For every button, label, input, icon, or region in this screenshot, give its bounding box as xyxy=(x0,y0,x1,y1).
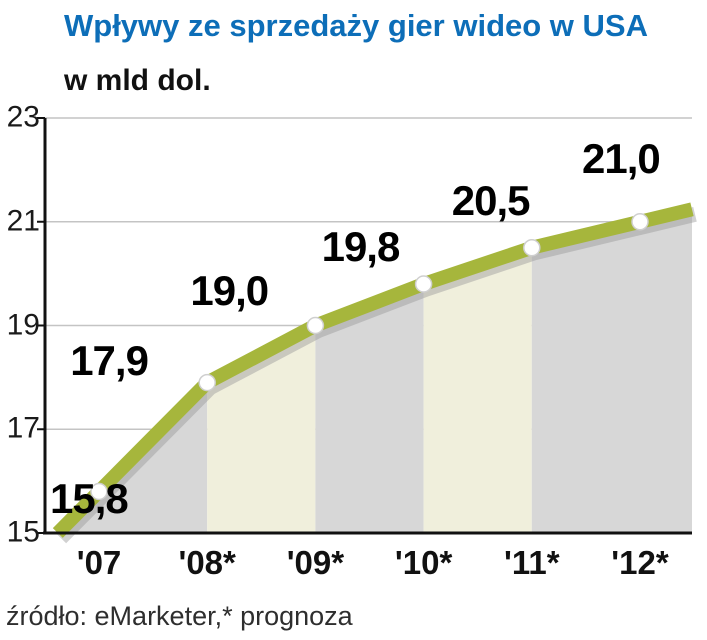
data-label: 21,0 xyxy=(582,134,661,182)
y-axis-label: 23 xyxy=(6,100,40,134)
x-axis-label: '09* xyxy=(286,544,345,581)
x-axis-label: '10* xyxy=(394,544,453,581)
y-axis-label: 19 xyxy=(6,307,40,341)
data-label: 19,0 xyxy=(190,266,269,314)
data-label: 15,8 xyxy=(50,474,129,522)
x-axis-label: '07 xyxy=(76,544,122,581)
data-label: 20,5 xyxy=(451,176,531,224)
y-axis-label: 21 xyxy=(6,204,40,238)
chart-source: źródło: eMarketer,* prognoza xyxy=(6,601,353,631)
y-axis-label: 15 xyxy=(6,515,40,549)
data-label: 19,8 xyxy=(321,223,401,270)
chart-title: Wpływy ze sprzedaży gier wideo w USA xyxy=(64,8,648,43)
x-axis-label: '08* xyxy=(178,544,236,581)
chart-subtitle: w mld dol. xyxy=(64,64,211,97)
data-label: 17,9 xyxy=(70,336,149,384)
x-axis-label: '11* xyxy=(504,544,560,581)
y-axis-label: 17 xyxy=(6,411,40,445)
x-axis-label: '12* xyxy=(611,544,669,581)
